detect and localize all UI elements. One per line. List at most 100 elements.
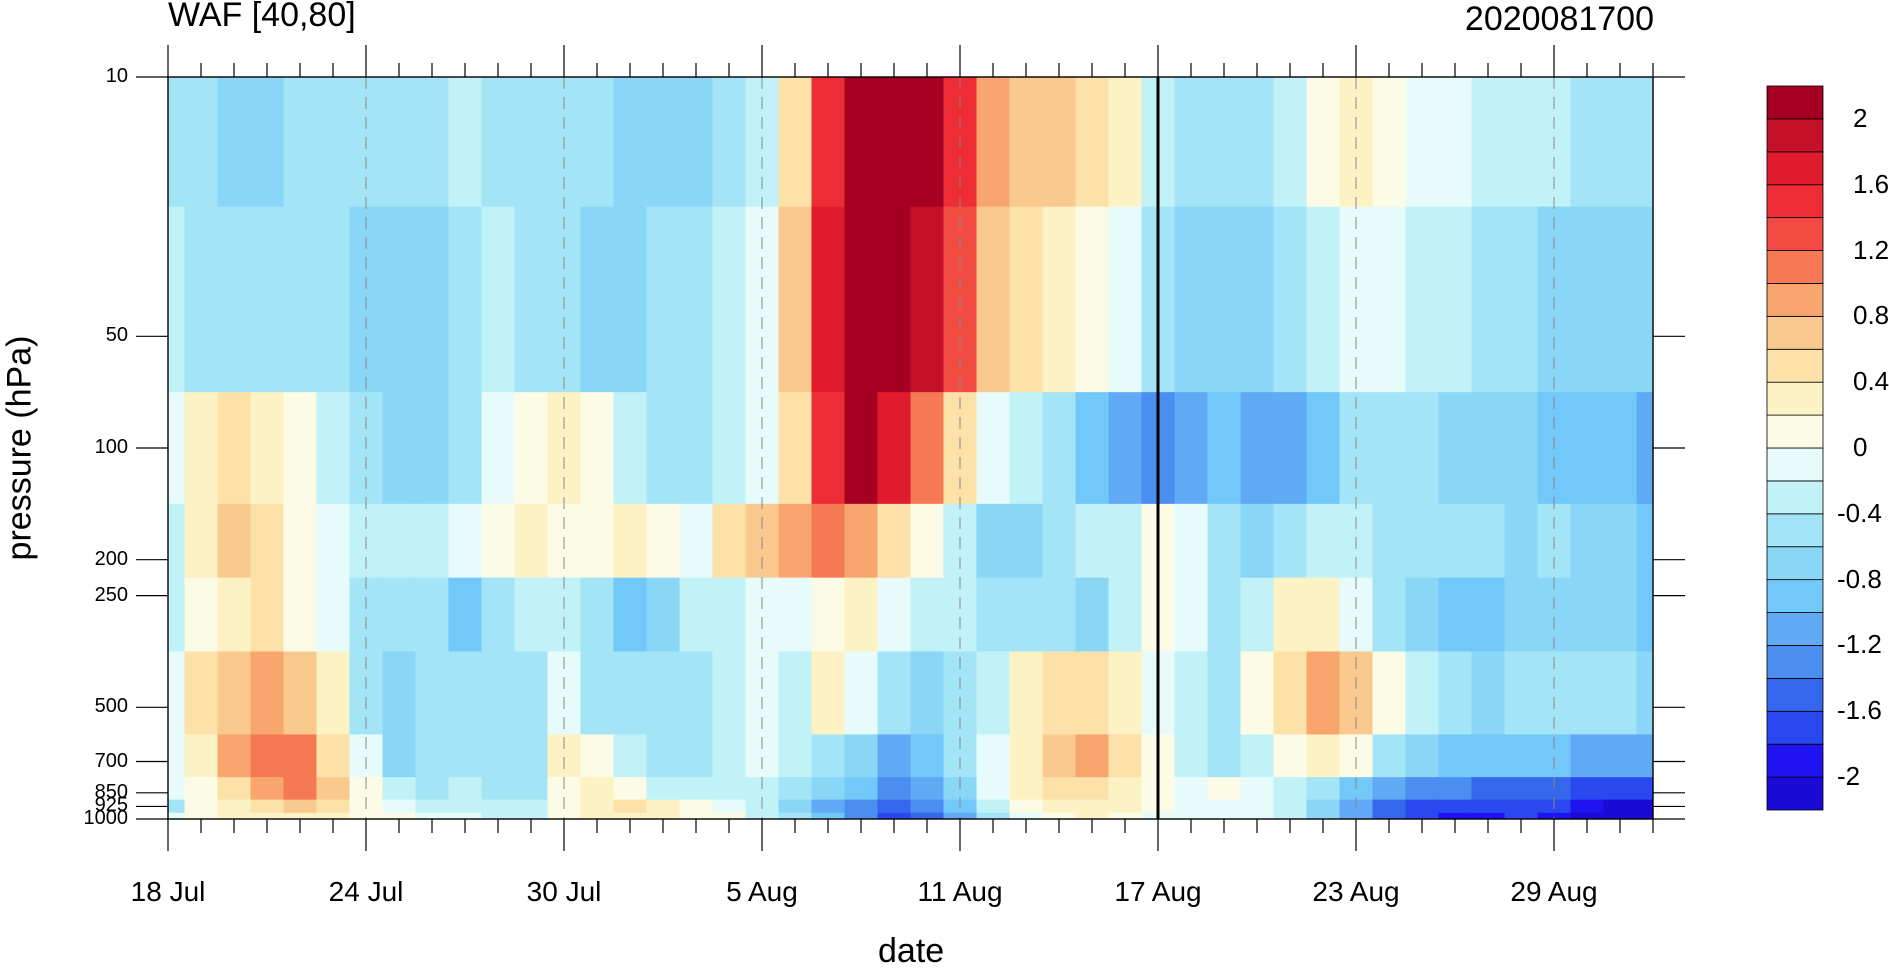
field-cell: [1009, 206, 1044, 393]
field-cell: [382, 77, 417, 208]
field-cell: [415, 503, 450, 579]
field-cell: [1207, 503, 1242, 579]
field-cell: [1108, 206, 1143, 393]
field-cell: [250, 651, 285, 736]
field-cell: [910, 577, 945, 653]
field-cell: [283, 206, 318, 393]
field-cell: [250, 777, 285, 801]
y-tick-label: 850: [94, 780, 128, 803]
field-cell: [811, 777, 846, 801]
field-cell: [1603, 799, 1638, 814]
field-cell: [679, 799, 714, 814]
field-cell: [448, 651, 483, 736]
colorbar-box: [1766, 381, 1824, 416]
field-cell: [481, 799, 516, 814]
field-cell: [877, 77, 912, 208]
field-cell: [1306, 799, 1341, 814]
field-cell: [910, 799, 945, 814]
field-cell: [1339, 812, 1374, 819]
field-cell: [646, 651, 681, 736]
field-cell: [1108, 503, 1143, 579]
field-cell: [514, 503, 549, 579]
colorbar-box: [1766, 579, 1824, 613]
field-cell: [778, 206, 813, 393]
field-cell: [613, 799, 648, 814]
field-cell: [514, 651, 549, 736]
field-cell: [1009, 77, 1044, 208]
field-cell: [1042, 799, 1077, 814]
field-cell: [1471, 734, 1506, 778]
field-cell: [1438, 777, 1473, 801]
field-cell: [1636, 577, 1653, 653]
field-cell: [448, 812, 483, 819]
field-cell: [1075, 777, 1110, 801]
field-cell: [415, 77, 450, 208]
field-cell: [1306, 777, 1341, 801]
field-cell: [316, 503, 351, 579]
chart-date-stamp: 2020081700: [1464, 0, 1654, 38]
field-cell: [168, 812, 186, 819]
field-cell: [1174, 812, 1209, 819]
colorbar-box: [1766, 151, 1824, 186]
field-cell: [1108, 734, 1143, 778]
field-cell: [778, 651, 813, 736]
field-cell: [481, 734, 516, 778]
field-cell: [580, 812, 615, 819]
field-cell: [1504, 577, 1539, 653]
field-cell: [910, 812, 945, 819]
field-cell: [481, 777, 516, 801]
field-cell: [811, 77, 846, 208]
field-cell: [514, 734, 549, 778]
field-cell: [316, 812, 351, 819]
field-cell: [217, 206, 252, 393]
colorbar-tick-label: -0.4: [1837, 497, 1882, 528]
field-cell: [1570, 77, 1605, 208]
field-cell: [1108, 651, 1143, 736]
field-cell: [481, 812, 516, 819]
field-cell: [778, 777, 813, 801]
field-cell: [217, 799, 252, 814]
field-cell: [976, 799, 1011, 814]
field-cell: [1438, 734, 1473, 778]
field-cell: [712, 577, 747, 653]
colorbar-tick-label: -1.6: [1837, 695, 1882, 726]
field-cell: [1504, 77, 1539, 208]
field-cell: [217, 734, 252, 778]
field-cell: [1636, 734, 1653, 778]
field-cell: [514, 77, 549, 208]
field-cell: [811, 799, 846, 814]
field-cell: [976, 503, 1011, 579]
field-cell: [1306, 812, 1341, 819]
colorbar-tick-label: -0.8: [1837, 563, 1882, 594]
field-cell: [580, 734, 615, 778]
field-cell: [1306, 77, 1341, 208]
field-cell: [1306, 651, 1341, 736]
field-cell: [580, 206, 615, 393]
field-cell: [1603, 77, 1638, 208]
field-cell: [1570, 503, 1605, 579]
field-cell: [514, 799, 549, 814]
field-cell: [1273, 777, 1308, 801]
field-cell: [184, 812, 219, 819]
field-cell: [844, 392, 879, 505]
field-cell: [679, 503, 714, 579]
field-cell: [1471, 651, 1506, 736]
field-cell: [613, 577, 648, 653]
field-cell: [1471, 392, 1506, 505]
field-cell: [1240, 812, 1275, 819]
field-cell: [250, 577, 285, 653]
field-cell: [712, 392, 747, 505]
x-tick-label: 17 Aug: [1114, 876, 1202, 907]
field-cell: [976, 77, 1011, 208]
field-cell: [316, 577, 351, 653]
field-cell: [1636, 77, 1653, 208]
field-cell: [283, 577, 318, 653]
field-cell: [778, 734, 813, 778]
field-cell: [1075, 812, 1110, 819]
field-cell: [646, 777, 681, 801]
field-cell: [1372, 777, 1407, 801]
colorbar-box: [1766, 645, 1824, 679]
field-cell: [1042, 503, 1077, 579]
field-cell: [844, 206, 879, 393]
colorbar-tick-label: 2: [1853, 102, 1868, 133]
